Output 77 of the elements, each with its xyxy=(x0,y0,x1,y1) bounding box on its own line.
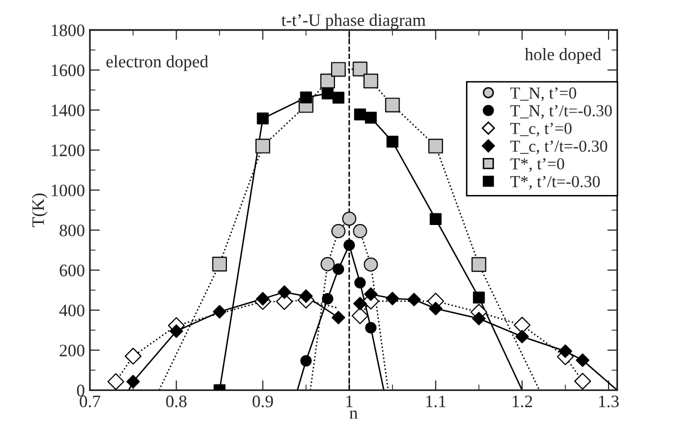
point xyxy=(354,108,366,120)
point xyxy=(212,256,227,272)
legend-label: T_c, t’/t=-0.30 xyxy=(510,140,608,154)
point xyxy=(107,373,124,390)
point xyxy=(352,224,368,238)
point xyxy=(407,292,421,306)
point xyxy=(574,372,592,390)
point xyxy=(386,292,400,306)
point xyxy=(514,316,531,334)
point xyxy=(322,88,334,100)
point xyxy=(354,277,366,288)
point xyxy=(342,212,356,226)
point xyxy=(352,307,368,324)
point xyxy=(332,92,344,104)
point xyxy=(364,112,377,124)
point xyxy=(170,324,184,338)
y-tick-label: 1600 xyxy=(52,64,84,76)
legend-label: T_N, t’=0 xyxy=(510,87,576,102)
point xyxy=(430,213,442,226)
legend-label: T_c, t’=0 xyxy=(510,122,572,136)
x-tick-label: 0.7 xyxy=(80,396,100,408)
legend-label: T_N, t’/t=-0.30 xyxy=(510,105,612,119)
point xyxy=(363,74,378,88)
y-axis-title: T(K) xyxy=(32,194,48,228)
legend-label: T*, t’=0 xyxy=(510,158,564,172)
x-axis-title: n xyxy=(350,410,358,419)
point xyxy=(256,112,269,124)
point xyxy=(515,330,529,344)
point xyxy=(322,293,334,304)
point xyxy=(385,98,400,112)
y-tick-label: 0 xyxy=(77,384,84,396)
point xyxy=(300,355,312,366)
point xyxy=(428,138,444,154)
legend-label: T*, t’/t=-0.30 xyxy=(510,176,600,190)
x-tick-label: 1.2 xyxy=(512,396,532,408)
point xyxy=(212,304,226,319)
y-tick-label: 200 xyxy=(60,344,84,356)
point xyxy=(331,62,346,77)
point xyxy=(472,312,486,326)
y-tick-label: 800 xyxy=(60,224,84,236)
point xyxy=(320,257,335,272)
annotation: electron doped xyxy=(106,55,208,71)
point xyxy=(299,289,313,303)
point xyxy=(365,322,377,334)
y-tick-label: 1200 xyxy=(52,144,84,156)
point xyxy=(332,263,344,275)
point xyxy=(472,292,485,304)
point xyxy=(300,92,312,104)
y-tick-label: 600 xyxy=(60,264,84,276)
point xyxy=(352,62,368,76)
x-tick-label: 1.3 xyxy=(599,396,619,408)
y-tick-label: 1800 xyxy=(52,24,84,36)
annotation: hole doped xyxy=(524,48,602,64)
y-tick-label: 400 xyxy=(59,304,84,316)
point xyxy=(386,136,398,148)
chart-title: t-t’-U phase diagram xyxy=(281,14,426,30)
point xyxy=(576,353,590,367)
point xyxy=(364,257,378,272)
point xyxy=(126,374,140,388)
x-tick-label: 0.9 xyxy=(252,396,273,408)
point xyxy=(428,302,442,316)
point xyxy=(331,224,346,238)
x-tick-label: 1.1 xyxy=(426,396,446,408)
x-tick-label: 1 xyxy=(346,396,353,408)
point xyxy=(124,348,142,365)
point xyxy=(558,344,572,358)
point xyxy=(344,239,355,251)
point xyxy=(278,285,292,299)
point xyxy=(255,138,270,154)
x-tick-label: 0.8 xyxy=(166,396,187,408)
point xyxy=(332,310,346,324)
point xyxy=(472,257,486,272)
point xyxy=(256,292,270,306)
y-tick-label: 1400 xyxy=(52,104,84,116)
point xyxy=(364,287,378,301)
y-tick-label: 1000 xyxy=(52,184,84,196)
point xyxy=(353,296,367,310)
